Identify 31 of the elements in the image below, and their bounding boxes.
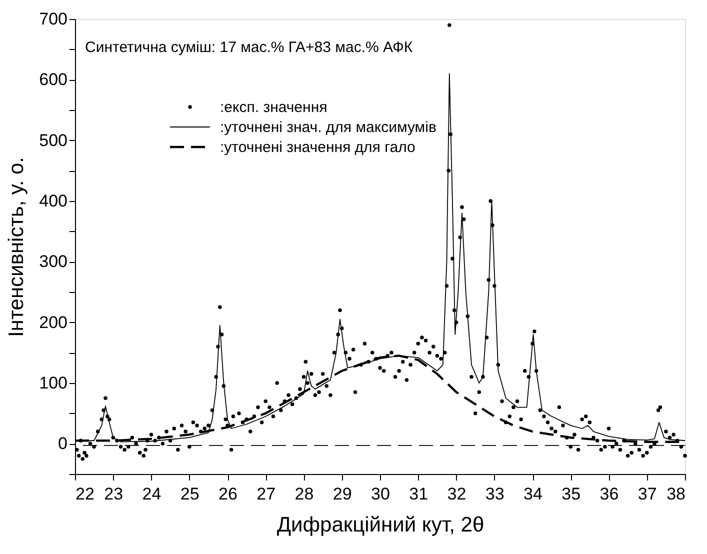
x-tick-label: 23 bbox=[104, 484, 124, 504]
y-tick-label: 100 bbox=[39, 374, 68, 392]
legend-label: :уточнені значення для гало bbox=[220, 139, 416, 156]
x-tick-label: 38 bbox=[666, 484, 686, 504]
x-tick-label: 37 bbox=[638, 484, 657, 504]
y-tick-label: 500 bbox=[39, 130, 68, 150]
y-axis-title: Інтенсивність, у. о. bbox=[5, 156, 28, 338]
x-tick-label: 32 bbox=[447, 484, 466, 504]
x-tick-label: 33 bbox=[485, 484, 504, 504]
y-tick-label: 200 bbox=[39, 312, 68, 332]
x-tick-label: 31 bbox=[409, 484, 428, 504]
x-tick-label: 24 bbox=[142, 484, 162, 504]
y-tick-label: 300 bbox=[39, 252, 68, 272]
x-tick-label: 25 bbox=[180, 484, 200, 504]
y-tick-label: 400 bbox=[39, 192, 68, 210]
x-tick-label: 26 bbox=[218, 484, 238, 504]
legend-label: :експ. значення bbox=[220, 99, 328, 116]
y-tick-label: 700 bbox=[39, 10, 68, 28]
y-tick-label: 600 bbox=[39, 70, 68, 90]
y-tick-label: 0 bbox=[58, 434, 68, 454]
x-tick-label: 22 bbox=[76, 484, 94, 504]
x-tick-label: 28 bbox=[294, 484, 314, 504]
x-tick-label: 27 bbox=[256, 484, 276, 504]
x-axis-title: Дифракційний кут, 2θ bbox=[276, 514, 484, 536]
x-tick-label: 35 bbox=[562, 484, 581, 504]
x-tick-label: 30 bbox=[371, 484, 390, 504]
x-tick-label: 29 bbox=[332, 484, 352, 504]
annotation: Синтетична суміш: 17 мас.% ГА+83 мас.% АФК bbox=[85, 39, 413, 56]
x-tick-label: 34 bbox=[524, 484, 542, 504]
legend-label: :уточнені знач. для максимумів bbox=[220, 119, 436, 136]
x-tick-label: 36 bbox=[600, 484, 619, 504]
